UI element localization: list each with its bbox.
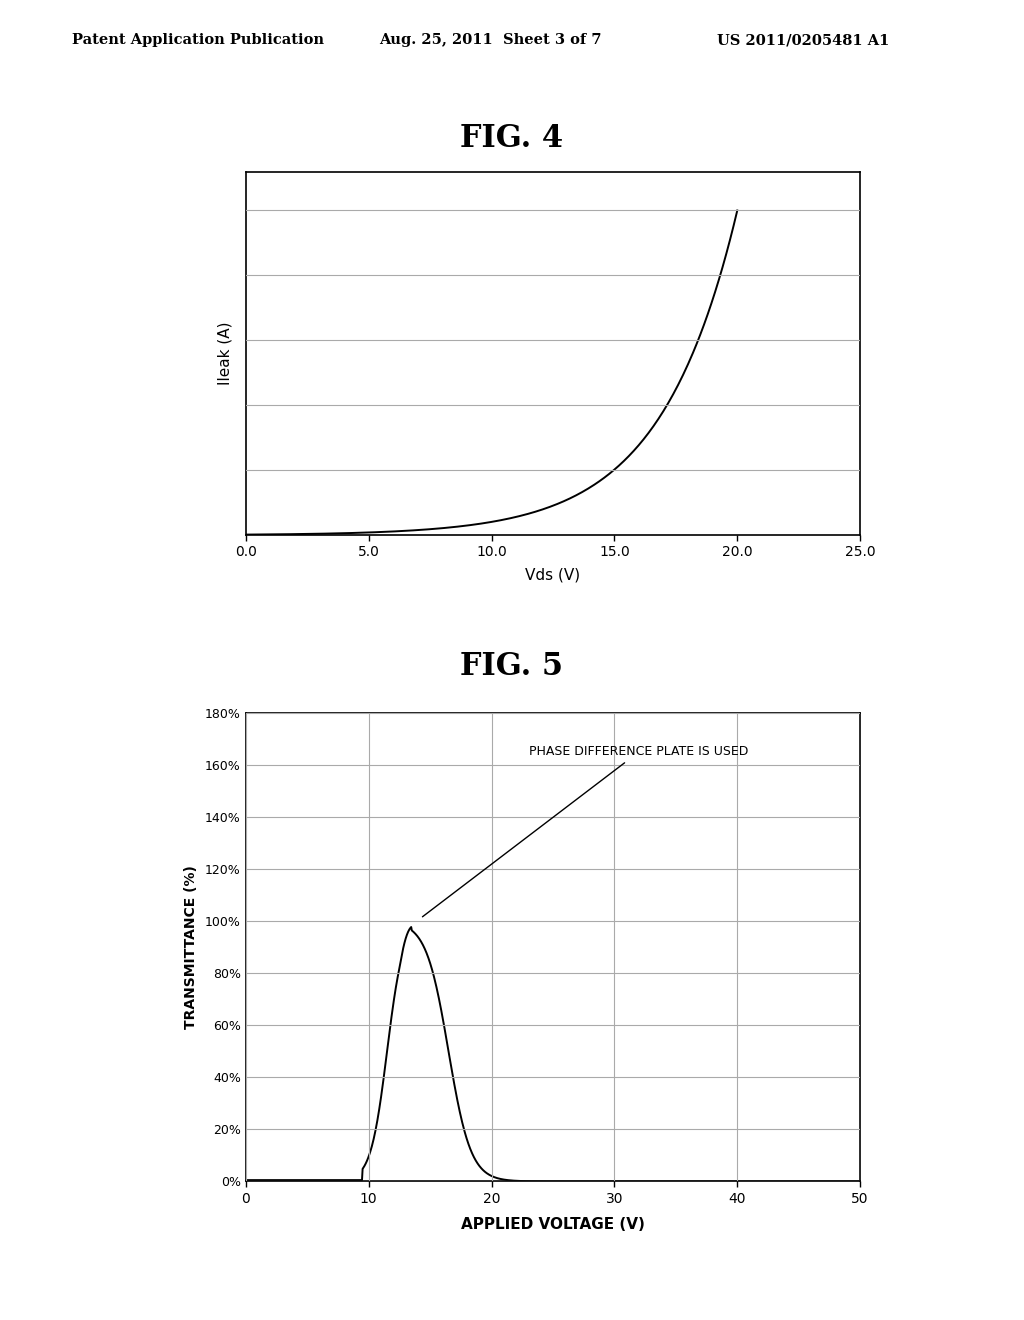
Y-axis label: TRANSMITTANCE (%): TRANSMITTANCE (%) xyxy=(184,865,198,1030)
Text: Patent Application Publication: Patent Application Publication xyxy=(72,33,324,48)
Text: Aug. 25, 2011  Sheet 3 of 7: Aug. 25, 2011 Sheet 3 of 7 xyxy=(379,33,601,48)
X-axis label: APPLIED VOLTAGE (V): APPLIED VOLTAGE (V) xyxy=(461,1217,645,1232)
Text: PHASE DIFFERENCE PLATE IS USED: PHASE DIFFERENCE PLATE IS USED xyxy=(423,746,749,917)
X-axis label: Vds (V): Vds (V) xyxy=(525,568,581,582)
Y-axis label: Ileak (A): Ileak (A) xyxy=(217,321,232,385)
Text: US 2011/0205481 A1: US 2011/0205481 A1 xyxy=(717,33,889,48)
Text: FIG. 5: FIG. 5 xyxy=(461,651,563,682)
Text: FIG. 4: FIG. 4 xyxy=(461,123,563,154)
